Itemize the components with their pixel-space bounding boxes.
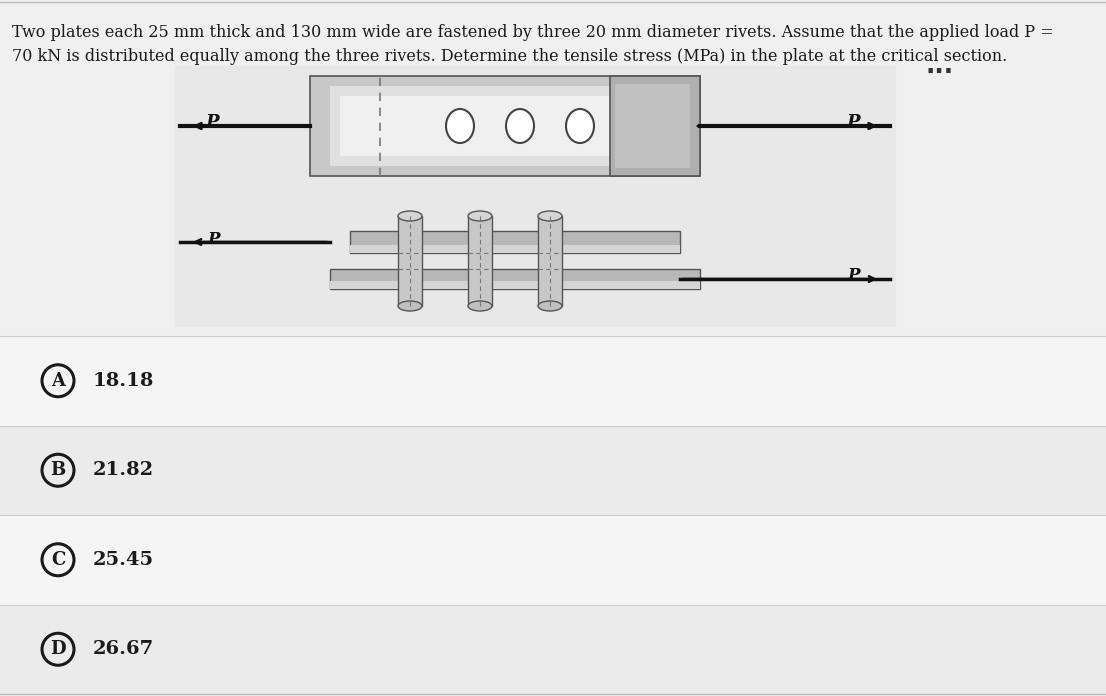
Text: 70 kN is distributed equally among the three rivets. Determine the tensile stres: 70 kN is distributed equally among the t…: [12, 48, 1008, 65]
Text: A: A: [51, 372, 65, 390]
Ellipse shape: [446, 109, 474, 143]
Text: 26.67: 26.67: [93, 640, 154, 658]
Text: B: B: [51, 461, 65, 480]
Bar: [349, 231, 680, 253]
Bar: [538, 216, 562, 306]
Bar: [611, 76, 700, 176]
Bar: [615, 84, 690, 168]
Ellipse shape: [468, 211, 492, 221]
Bar: [0, 605, 1106, 694]
Ellipse shape: [566, 109, 594, 143]
Bar: [0, 336, 1106, 425]
Text: P: P: [846, 114, 860, 132]
Text: C: C: [51, 551, 65, 569]
Text: ...: ...: [925, 54, 953, 78]
Text: P: P: [205, 114, 219, 132]
Bar: [330, 269, 700, 289]
Text: 21.82: 21.82: [93, 461, 154, 480]
Bar: [340, 96, 670, 156]
Text: 25.45: 25.45: [93, 551, 154, 569]
Text: P: P: [207, 230, 219, 248]
Ellipse shape: [538, 211, 562, 221]
Text: D: D: [50, 640, 66, 658]
Text: 18.18: 18.18: [93, 372, 155, 390]
Bar: [330, 86, 680, 166]
Bar: [398, 216, 422, 306]
Text: Two plates each 25 mm thick and 130 mm wide are fastened by three 20 mm diameter: Two plates each 25 mm thick and 130 mm w…: [12, 24, 1054, 41]
Bar: [468, 216, 492, 306]
Bar: [175, 66, 895, 326]
Bar: [0, 425, 1106, 515]
Bar: [0, 515, 1106, 605]
Bar: [349, 245, 680, 253]
Ellipse shape: [507, 109, 534, 143]
Ellipse shape: [468, 301, 492, 311]
Ellipse shape: [398, 211, 422, 221]
Ellipse shape: [538, 301, 562, 311]
Ellipse shape: [398, 301, 422, 311]
Bar: [310, 76, 700, 176]
Text: P: P: [847, 267, 860, 285]
Bar: [330, 281, 700, 289]
